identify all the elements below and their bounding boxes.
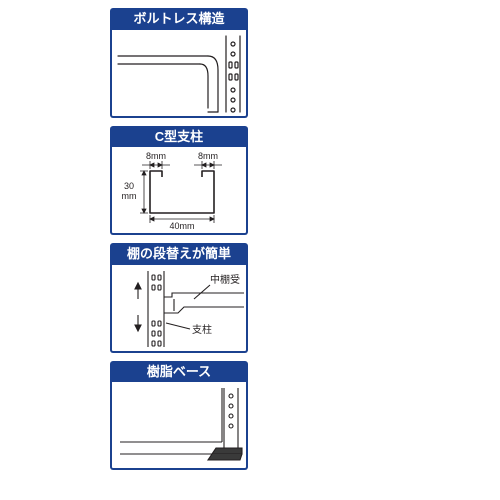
panel-resin-base: 樹脂ベース bbox=[110, 361, 248, 471]
panel-shelf-adjust: 棚の段替えが簡単 bbox=[110, 243, 248, 353]
panel-c-pillar: C型支柱 bbox=[110, 126, 248, 236]
dim-top-right: 8mm bbox=[198, 151, 218, 161]
panel-title: 樹脂ベース bbox=[110, 361, 248, 383]
diagram-resin-base bbox=[110, 382, 248, 470]
panel-title: C型支柱 bbox=[110, 126, 248, 148]
label-upper: 中棚受 bbox=[210, 273, 240, 286]
dim-left-2: mm bbox=[122, 191, 137, 201]
dim-bottom: 40mm bbox=[169, 221, 194, 231]
label-lower: 支柱 bbox=[192, 323, 212, 336]
panel-title: 棚の段替えが簡単 bbox=[110, 243, 248, 265]
dim-left-1: 30 bbox=[124, 181, 134, 191]
dim-top-left: 8mm bbox=[146, 151, 166, 161]
diagram-boltless bbox=[110, 30, 248, 118]
diagram-c-pillar: 8mm 8mm 30 mm 40mm bbox=[110, 147, 248, 235]
panel-boltless: ボルトレス構造 bbox=[110, 8, 248, 118]
panel-title: ボルトレス構造 bbox=[110, 8, 248, 30]
diagram-shelf-adjust: 中棚受 支柱 bbox=[110, 265, 248, 353]
